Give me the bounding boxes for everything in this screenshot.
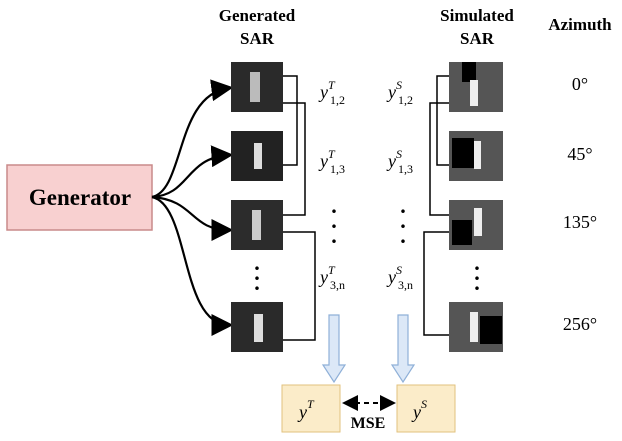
down-arrows (323, 315, 414, 382)
svg-text:.: . (474, 270, 480, 295)
sub: 1,3 (330, 162, 345, 176)
sub: 1,2 (330, 93, 345, 107)
header-text: Azimuth (548, 15, 612, 34)
ellipsis: ... ... ... ... (254, 193, 480, 295)
base: y (386, 151, 396, 171)
svg-text:.: . (331, 223, 337, 248)
base: y (386, 267, 396, 287)
mse-label: MSE (351, 415, 386, 432)
base: y (297, 402, 307, 422)
sup: T (328, 263, 336, 277)
azimuth-label: 256° (563, 314, 597, 334)
svg-text:.: . (400, 223, 406, 248)
base: y (318, 267, 328, 287)
sup: S (396, 263, 402, 277)
sup: S (396, 78, 402, 92)
sup: T (328, 78, 336, 92)
base: y (411, 402, 421, 422)
pair-brackets (283, 76, 449, 340)
sub: 3,n (330, 278, 345, 292)
diagram: Generated SAR Simulated SAR Azimuth Gene… (0, 0, 622, 441)
sup: S (396, 147, 402, 161)
svg-text:.: . (254, 270, 260, 295)
generator-label: Generator (29, 185, 131, 210)
header-text: SAR (460, 29, 495, 48)
sup: S (421, 397, 427, 411)
sup: T (328, 147, 336, 161)
header-text: Generated (219, 6, 296, 25)
base: y (386, 82, 396, 102)
base: y (318, 82, 328, 102)
sar-images (231, 62, 503, 352)
sub: 1,2 (398, 93, 413, 107)
azimuth-label: 45° (567, 144, 592, 164)
azimuth-label: 0° (572, 74, 588, 94)
sub: 1,3 (398, 162, 413, 176)
sub: 3,n (398, 278, 413, 292)
base: y (318, 151, 328, 171)
header-text: Simulated (440, 6, 514, 25)
generator-arrows (152, 88, 229, 325)
header-text: SAR (240, 29, 275, 48)
azimuth-label: 135° (563, 212, 597, 232)
